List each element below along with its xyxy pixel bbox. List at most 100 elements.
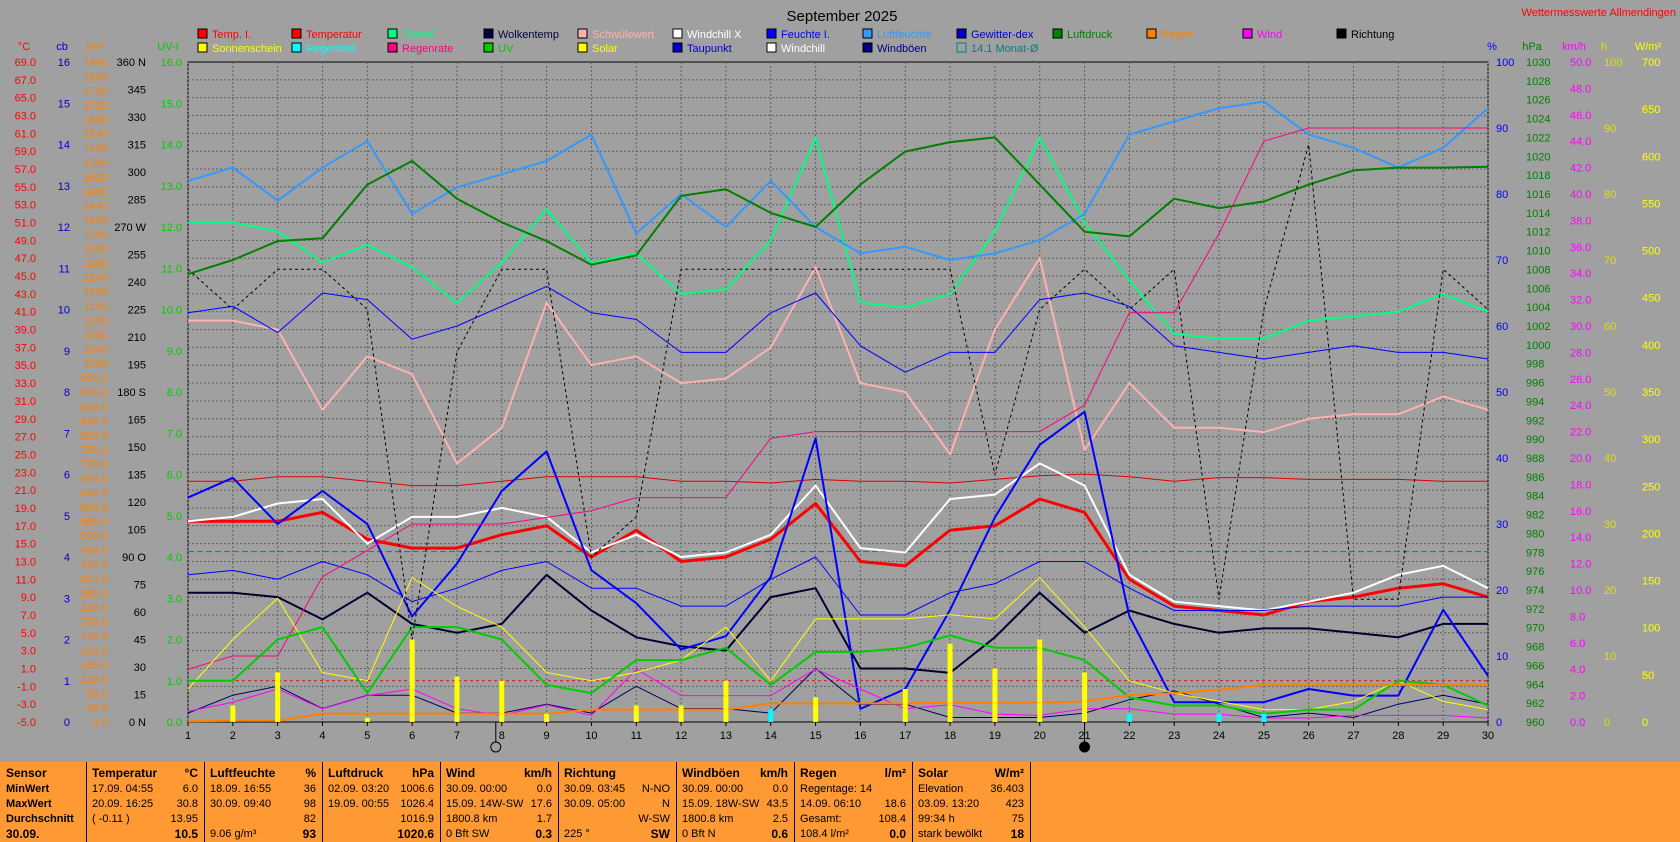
x-tick-label: 11 <box>631 730 642 742</box>
stats-header-label: Wind <box>446 766 476 780</box>
legend-label: Temp. I. <box>212 29 251 41</box>
tick-solar: 400 <box>1642 340 1660 352</box>
series-line <box>187 127 1488 670</box>
stats-row-value: 423 <box>1005 798 1024 810</box>
tick-rain: 960.0 <box>80 373 108 385</box>
stats-row-label: 03.09. 13:20 <box>918 798 980 810</box>
tick-temp: 45.0 <box>15 271 36 283</box>
stats-row-label: Elevation <box>918 783 964 795</box>
legend-swatch <box>1052 28 1063 39</box>
series-luftdruck <box>187 136 1489 276</box>
x-tick-label: 19 <box>989 730 1001 742</box>
stats-header-label: Richtung <box>564 766 616 780</box>
tick-rain: 520.0 <box>80 530 108 542</box>
chart-title: September 2025 <box>787 8 898 25</box>
unit-press: hPa <box>1522 41 1542 53</box>
series-line <box>187 668 1489 718</box>
stats-row-label: 0 Bft N <box>682 828 716 840</box>
stats-row-value: 0.6 <box>771 827 788 841</box>
tick-rain: 360.0 <box>80 588 108 600</box>
stats-header-unit: hPa <box>411 766 434 780</box>
tick-cb: 10 <box>58 305 70 317</box>
x-tick-label: 14 <box>765 730 777 742</box>
tick-rain: 920.0 <box>80 387 108 399</box>
series-temp-i- <box>187 473 1489 487</box>
x-tick-label: 27 <box>1347 730 1359 742</box>
x-tick-label: 4 <box>319 730 325 742</box>
stats-row: 1020.6 <box>322 827 440 842</box>
stats-row: 9.06 g/m³ 93 <box>204 827 322 842</box>
tick-wind: 14.0 <box>1570 532 1591 544</box>
stats-row-value: 13.95 <box>170 813 198 825</box>
tick-cb: 11 <box>59 263 70 275</box>
stats-row: 0 Bft SW 0.3 <box>440 827 558 842</box>
tick-dir: 300 <box>128 167 146 179</box>
legend-swatch <box>672 28 683 39</box>
plot-area <box>187 100 1489 753</box>
bar <box>275 672 281 722</box>
stats-row: 1800.8 km 2.5 <box>676 812 794 827</box>
stats-row-label: 108.4 l/m² <box>800 828 849 840</box>
tick-uv: 13.0 <box>161 181 182 193</box>
tick-dir: 285 <box>128 195 146 207</box>
stats-row-label: 15.09. 14W-SW <box>446 798 524 810</box>
stats-header-label: Temperatur <box>92 766 158 780</box>
legend-label: Solar <box>592 43 618 55</box>
tick-dir: 0 N <box>129 717 146 729</box>
stats-row-label: 14.09. 06:10 <box>800 798 862 810</box>
stats-row: 10.5 <box>86 827 204 842</box>
x-tick-label: 13 <box>720 730 732 742</box>
stats-row: 19.09. 00:55 1026.4 <box>322 797 440 812</box>
bar <box>633 705 639 722</box>
legend-label: Schwülewert <box>592 29 654 41</box>
tick-uv: 12.0 <box>161 222 182 234</box>
tick-cb: 9 <box>64 346 70 358</box>
stats-header-label: Windböen <box>682 766 740 780</box>
tick-press: 992 <box>1526 415 1544 427</box>
stats-row: 30.09. 09:40 98 <box>204 797 322 812</box>
tick-sun: 0 <box>1604 717 1610 729</box>
series-line <box>188 497 1489 617</box>
tick-temp: 37.0 <box>15 342 36 354</box>
tick-temp: -1.0 <box>17 681 36 693</box>
bar <box>768 709 774 722</box>
bar <box>409 639 415 722</box>
tick-press: 1016 <box>1526 189 1550 201</box>
x-tick-label: 22 <box>1123 730 1135 742</box>
tick-press: 966 <box>1526 660 1544 672</box>
tick-hum: 100 <box>1496 57 1514 69</box>
unit-cb: cb <box>56 41 68 53</box>
stats-row: 108.4 l/m² 0.0 <box>794 827 912 842</box>
x-tick-label: 18 <box>944 730 956 742</box>
tick-temp: 63.0 <box>15 111 36 123</box>
unit-rain: l/m² <box>86 41 105 53</box>
tick-rain: 680.0 <box>80 473 108 485</box>
tick-press: 1020 <box>1526 151 1550 163</box>
weather-chart: September 2025 Wettermesswerte Allmendin… <box>14 7 1676 753</box>
stats-row: 30.09. 00:00 0.0 <box>676 782 794 797</box>
tick-rain: 240.0 <box>80 631 108 643</box>
tick-press: 994 <box>1526 396 1544 408</box>
tick-rain: 160.0 <box>80 660 108 672</box>
tick-press: 968 <box>1526 642 1544 654</box>
series-line <box>187 136 1489 276</box>
series-line <box>187 577 1489 711</box>
tick-dir: 150 <box>128 442 146 454</box>
stats-row: 30.09. 03:45 N-NO <box>558 782 676 797</box>
tick-wind: 28.0 <box>1570 347 1591 359</box>
tick-press: 1028 <box>1526 76 1550 88</box>
stats-row: Durchschnitt <box>0 812 86 827</box>
stats-header: Temperatur °C <box>86 766 204 781</box>
tick-rain: 1720 <box>84 100 108 112</box>
tick-temp: 59.0 <box>15 146 36 158</box>
stats-row-value: 2.5 <box>772 813 788 825</box>
tick-solar: 500 <box>1642 246 1660 258</box>
legend-label: Sonnenschein <box>212 43 282 55</box>
tick-cb: 16 <box>58 57 70 69</box>
tick-uv: 6.0 <box>167 470 182 482</box>
tick-sun: 30 <box>1604 519 1616 531</box>
stats-row: 1016.9 <box>322 812 440 827</box>
tick-uv: 5.0 <box>167 511 182 523</box>
stats-panel-luftfeuchte: Luftfeuchte% 18.09. 16:55 36 30.09. 09:40 98… <box>204 762 323 842</box>
stats-row-value: N-NO <box>641 783 670 795</box>
